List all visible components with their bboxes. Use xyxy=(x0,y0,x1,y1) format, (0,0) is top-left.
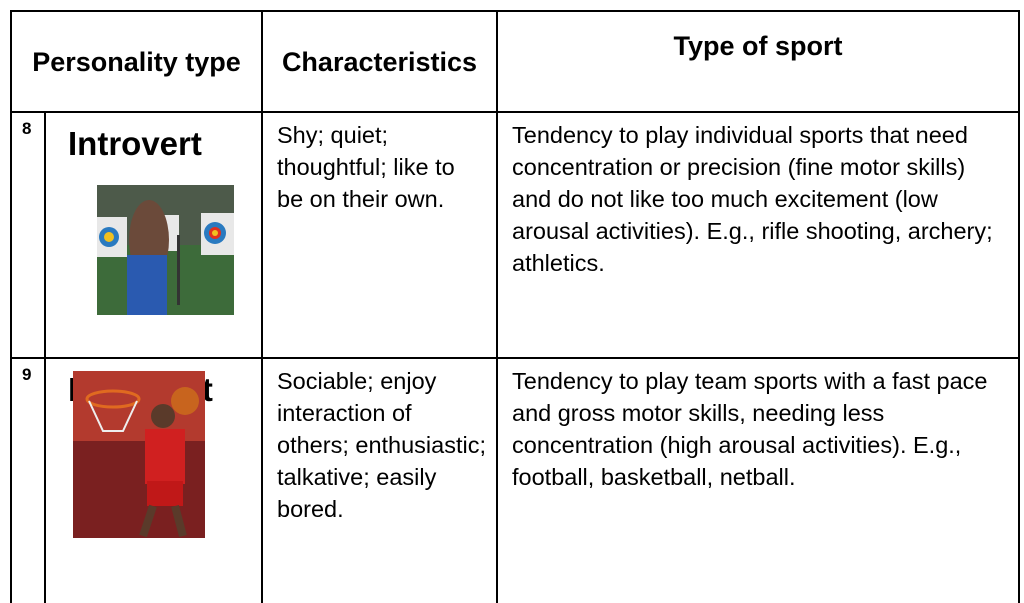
basketball-image xyxy=(73,371,205,538)
characteristics: Sociable; enjoy interaction of others; e… xyxy=(277,368,486,522)
border xyxy=(261,10,263,603)
header-text: Type of sport xyxy=(673,31,843,61)
header-cell: Type of sport xyxy=(498,12,1018,111)
border xyxy=(10,10,1020,12)
border xyxy=(496,10,498,603)
archery-image xyxy=(97,185,234,315)
border xyxy=(10,111,1020,113)
header-cell: Personality type xyxy=(12,12,261,111)
row-number: 9 xyxy=(22,365,32,384)
border xyxy=(10,10,12,603)
border xyxy=(10,357,1020,359)
sport: Tendency to play individual sports that … xyxy=(512,122,993,276)
characteristics: Shy; quiet; thoughtful; like to be on th… xyxy=(277,122,455,212)
sport: Tendency to play team sports with a fast… xyxy=(512,368,988,490)
header-cell: Characteristics xyxy=(263,12,496,111)
header-text: Personality type xyxy=(32,46,241,77)
row-number: 8 xyxy=(22,119,32,138)
header-text: Characteristics xyxy=(281,46,478,77)
border xyxy=(1018,10,1020,603)
personality-type: Introvert xyxy=(68,125,202,162)
border xyxy=(44,111,46,603)
